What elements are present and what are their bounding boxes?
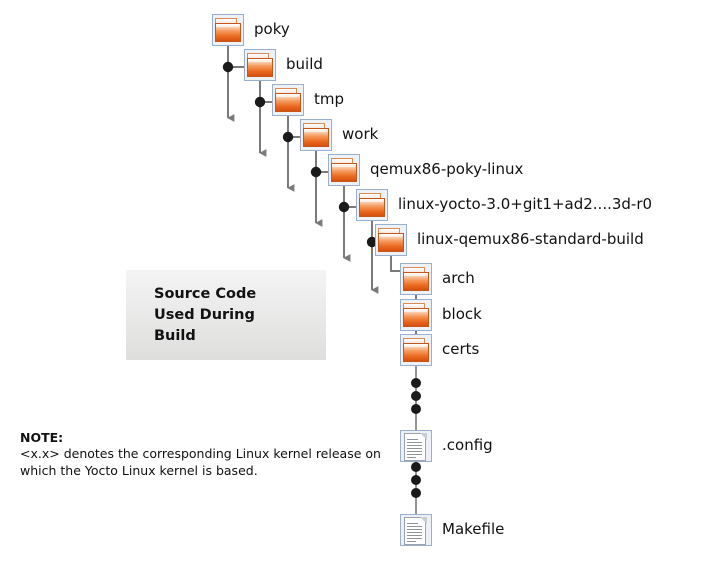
folder-icon (328, 154, 360, 186)
folder-icon (400, 299, 432, 331)
note-body: <x.x> denotes the corresponding Linux ke… (20, 446, 381, 478)
tree-node-label: tmp (314, 90, 345, 108)
tree-node-label: certs (442, 340, 480, 358)
ellipsis-dot (411, 378, 421, 388)
source-code-callout: Source Code Used During Build (126, 270, 326, 360)
tree-node-label: linux-qemux86-standard-build (417, 230, 644, 248)
tree-node-label: qemux86-poky-linux (370, 160, 524, 178)
tree-node-label: .config (442, 436, 493, 454)
folder-icon (400, 334, 432, 366)
callout-text: Source Code Used During Build (154, 286, 257, 344)
note-block: NOTE: <x.x> denotes the corresponding Li… (20, 430, 385, 479)
ellipsis-dot (411, 475, 421, 485)
tree-node-label: block (442, 305, 482, 323)
folder-icon (212, 14, 244, 46)
junction-dot (282, 131, 294, 143)
tree-node-label: arch (442, 269, 475, 287)
junction-dot (338, 201, 350, 213)
tree-node-label: linux-yocto-3.0+git1+ad2....3d-r0 (398, 195, 653, 213)
ellipsis-dot (411, 404, 421, 414)
document-icon (400, 430, 432, 462)
folder-icon (244, 49, 276, 81)
tree-node-label: poky (254, 20, 290, 38)
note-heading: NOTE: (20, 430, 64, 445)
folder-icon (375, 224, 407, 256)
ellipsis-dot (411, 488, 421, 498)
folder-icon (356, 189, 388, 221)
junction-dot (310, 166, 322, 178)
folder-icon (400, 263, 432, 295)
tree-node-label: Makefile (442, 520, 505, 538)
folder-icon (300, 119, 332, 151)
tree-node-label: work (342, 125, 379, 143)
folder-icon (272, 84, 304, 116)
tree-node-label: build (286, 55, 323, 73)
junction-dot (222, 61, 234, 73)
document-icon (400, 514, 432, 546)
junction-dot (254, 96, 266, 108)
ellipsis-dot (411, 462, 421, 472)
ellipsis-dot (411, 391, 421, 401)
